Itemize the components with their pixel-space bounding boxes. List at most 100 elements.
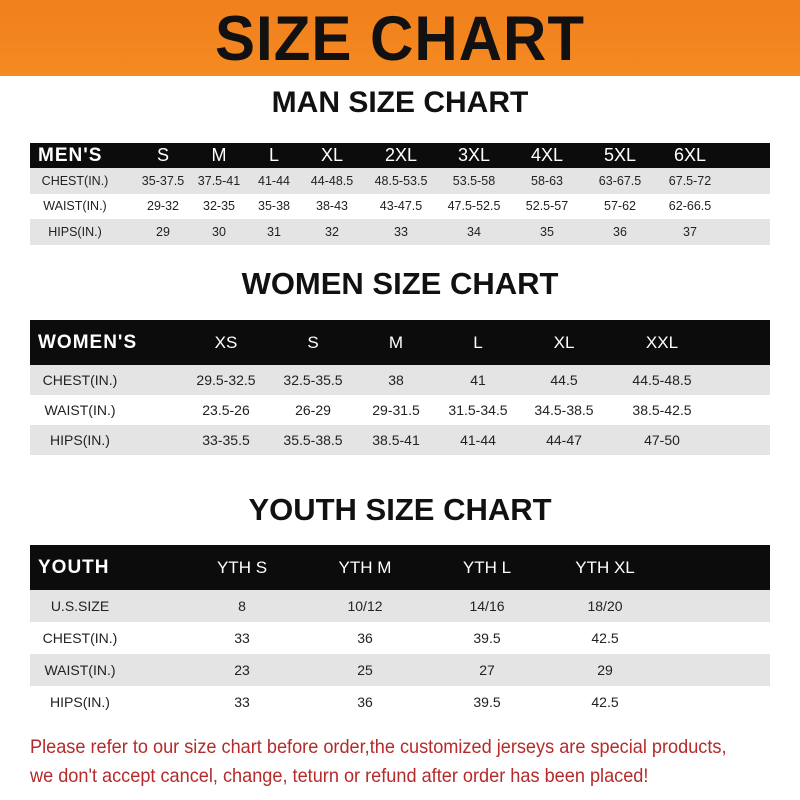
table-cell: 41-44 (460, 432, 496, 448)
table-cell: 33-35.5 (202, 432, 250, 448)
table-cell: 29 (597, 662, 613, 678)
table-cell: 53.5-58 (452, 173, 496, 188)
size-header: XXL (645, 332, 679, 352)
size-header: YTH XL (575, 557, 635, 577)
size-header: XS (214, 332, 238, 352)
table-cell: 10/12 (347, 598, 383, 614)
table-cell: 44.5-48.5 (632, 372, 692, 388)
table-cell: 30 (212, 224, 226, 239)
table-cell: 44-48.5 (310, 173, 354, 188)
table-cell: 47-50 (644, 432, 680, 448)
row-label: U.S.SIZE (50, 598, 110, 614)
table-row: CHEST(IN.) 29.5-32.5 32.5-35.5 38 41 44.5 44.5… (30, 365, 770, 395)
row-label: HIPS(IN.) (48, 224, 102, 239)
table-cell: 31.5-34.5 (448, 402, 508, 418)
size-header: L (268, 145, 280, 165)
table-cell: 14/16 (469, 598, 505, 614)
row-label: WAIST(IN.) (44, 402, 116, 418)
notice-line-2: we don't accept cancel, change, teturn o… (30, 765, 649, 787)
table-cell: 38.5-41 (372, 432, 420, 448)
table-cell: 36 (357, 694, 373, 710)
size-header: 5XL (603, 145, 637, 165)
table-cell: 63-67.5 (598, 173, 642, 188)
table-header-row: YOUTH YTH S YTH M YTH L YTH XL (30, 545, 770, 590)
table-cell: 29-32 (147, 199, 179, 214)
table-cell: 32-35 (203, 199, 235, 214)
size-header: 4XL (530, 145, 564, 165)
row-label: CHEST(IN.) (42, 372, 118, 388)
table-row: CHEST(IN.) 35-37.5 37.5-41 41-44 44-48.5 48.5… (30, 168, 770, 194)
table-header-label: YOUTH (38, 556, 110, 578)
youth-chart-title: YOUTH SIZE CHART (248, 492, 552, 527)
size-header: 3XL (457, 145, 491, 165)
size-header: 2XL (384, 145, 418, 165)
size-header: XL (320, 145, 344, 165)
row-label: WAIST(IN.) (43, 199, 107, 214)
table-cell: 39.5 (473, 694, 501, 710)
table-cell: 52.5-57 (525, 199, 569, 214)
table-cell: 29.5-32.5 (196, 372, 256, 388)
size-header: L (473, 332, 483, 352)
table-row: WAIST(IN.) 29-32 32-35 35-38 38-43 43-47.5 47.… (30, 193, 770, 219)
notice-line-1: Please refer to our size chart before or… (30, 736, 727, 758)
table-header-row: WOMEN'S XS S M L XL XXL (30, 320, 770, 365)
main-title: SIZE CHART (215, 3, 585, 74)
table-cell: 36 (613, 224, 627, 239)
table-cell: 29-31.5 (372, 402, 420, 418)
row-label: CHEST(IN.) (42, 630, 118, 646)
men-chart-title: MAN SIZE CHART (271, 86, 529, 119)
table-cell: 33 (234, 694, 250, 710)
table-cell: 58-63 (531, 173, 563, 188)
header-banner: SIZE CHART (0, 0, 800, 76)
table-cell: 32.5-35.5 (283, 372, 343, 388)
table-header-row: MEN'S S M L XL 2XL 3XL 4XL 5XL 6XL (30, 143, 770, 168)
table-cell: 34.5-38.5 (534, 402, 594, 418)
table-cell: 67.5-72 (668, 173, 712, 188)
table-cell: 26-29 (295, 402, 331, 418)
table-cell: 8 (238, 598, 246, 614)
size-header: S (156, 145, 170, 165)
size-header: XL (553, 332, 575, 352)
table-cell: 39.5 (473, 630, 501, 646)
table-row: HIPS(IN.) 33-35.5 35.5-38.5 38.5-41 41-44 44-… (30, 425, 770, 455)
table-row: HIPS(IN.) 33 36 39.5 42.5 (30, 686, 770, 718)
size-header: S (307, 332, 319, 352)
table-cell: 32 (325, 224, 339, 239)
table-cell: 25 (357, 662, 373, 678)
size-header: 6XL (673, 145, 707, 165)
table-header-label: MEN'S (38, 144, 103, 166)
table-cell: 36 (357, 630, 373, 646)
table-header-label: WOMEN'S (38, 331, 138, 353)
size-header: YTH L (462, 557, 512, 577)
women-chart-title: WOMEN SIZE CHART (241, 266, 559, 301)
table-cell: 37 (683, 224, 697, 239)
table-cell: 38-43 (316, 199, 348, 214)
table-cell: 47.5-52.5 (447, 199, 501, 214)
table-cell: 41 (470, 372, 486, 388)
size-header: YTH M (338, 557, 392, 577)
table-cell: 35 (540, 224, 554, 239)
table-row: HIPS(IN.) 29 30 31 32 33 34 35 36 37 (30, 219, 770, 245)
table-cell: 57-62 (604, 199, 636, 214)
table-cell: 35-37.5 (141, 173, 185, 188)
table-cell: 38.5-42.5 (632, 402, 692, 418)
table-cell: 42.5 (591, 630, 619, 646)
table-cell: 37.5-41 (197, 173, 241, 188)
row-label: CHEST(IN.) (41, 173, 109, 188)
table-cell: 38 (388, 372, 404, 388)
table-cell: 18/20 (587, 598, 623, 614)
table-cell: 62-66.5 (668, 199, 712, 214)
table-cell: 43-47.5 (379, 199, 423, 214)
table-cell: 33 (394, 224, 408, 239)
table-cell: 23.5-26 (202, 402, 250, 418)
row-label: HIPS(IN.) (50, 432, 110, 448)
size-header: M (388, 332, 404, 352)
table-cell: 44.5 (550, 372, 578, 388)
table-cell: 23 (234, 662, 250, 678)
table-cell: 31 (267, 224, 281, 239)
table-cell: 35-38 (258, 199, 290, 214)
table-row: WAIST(IN.) 23 25 27 29 (30, 654, 770, 686)
table-row: U.S.SIZE 8 10/12 14/16 18/20 (30, 590, 770, 622)
table-cell: 34 (467, 224, 481, 239)
table-row: CHEST(IN.) 33 36 39.5 42.5 (30, 622, 770, 654)
